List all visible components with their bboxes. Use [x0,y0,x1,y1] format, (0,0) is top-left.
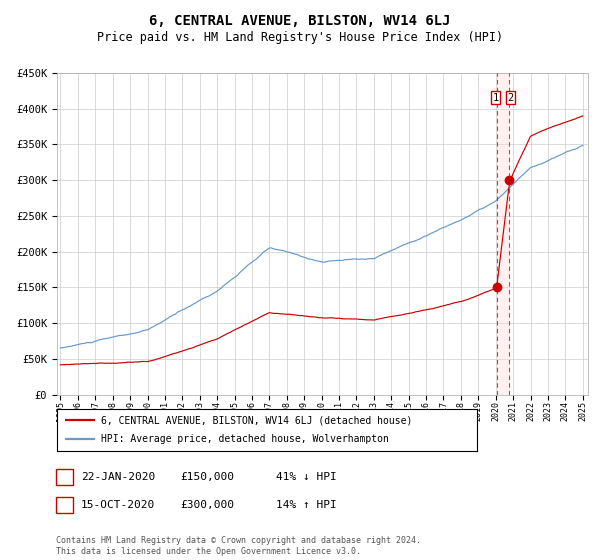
Text: 2: 2 [61,500,68,510]
Text: 1: 1 [61,472,68,482]
Text: 6, CENTRAL AVENUE, BILSTON, WV14 6LJ (detached house): 6, CENTRAL AVENUE, BILSTON, WV14 6LJ (de… [101,415,412,425]
Text: Contains HM Land Registry data © Crown copyright and database right 2024.
This d: Contains HM Land Registry data © Crown c… [56,536,421,556]
Text: £300,000: £300,000 [180,500,234,510]
Text: 1: 1 [493,93,499,103]
Text: 41% ↓ HPI: 41% ↓ HPI [276,472,337,482]
Text: 2: 2 [508,93,514,103]
Text: Price paid vs. HM Land Registry's House Price Index (HPI): Price paid vs. HM Land Registry's House … [97,31,503,44]
Text: 15-OCT-2020: 15-OCT-2020 [81,500,155,510]
Text: 6, CENTRAL AVENUE, BILSTON, WV14 6LJ: 6, CENTRAL AVENUE, BILSTON, WV14 6LJ [149,14,451,28]
Text: 22-JAN-2020: 22-JAN-2020 [81,472,155,482]
Text: £150,000: £150,000 [180,472,234,482]
Text: HPI: Average price, detached house, Wolverhampton: HPI: Average price, detached house, Wolv… [101,435,389,445]
Bar [497,73,509,395]
Text: 14% ↑ HPI: 14% ↑ HPI [276,500,337,510]
